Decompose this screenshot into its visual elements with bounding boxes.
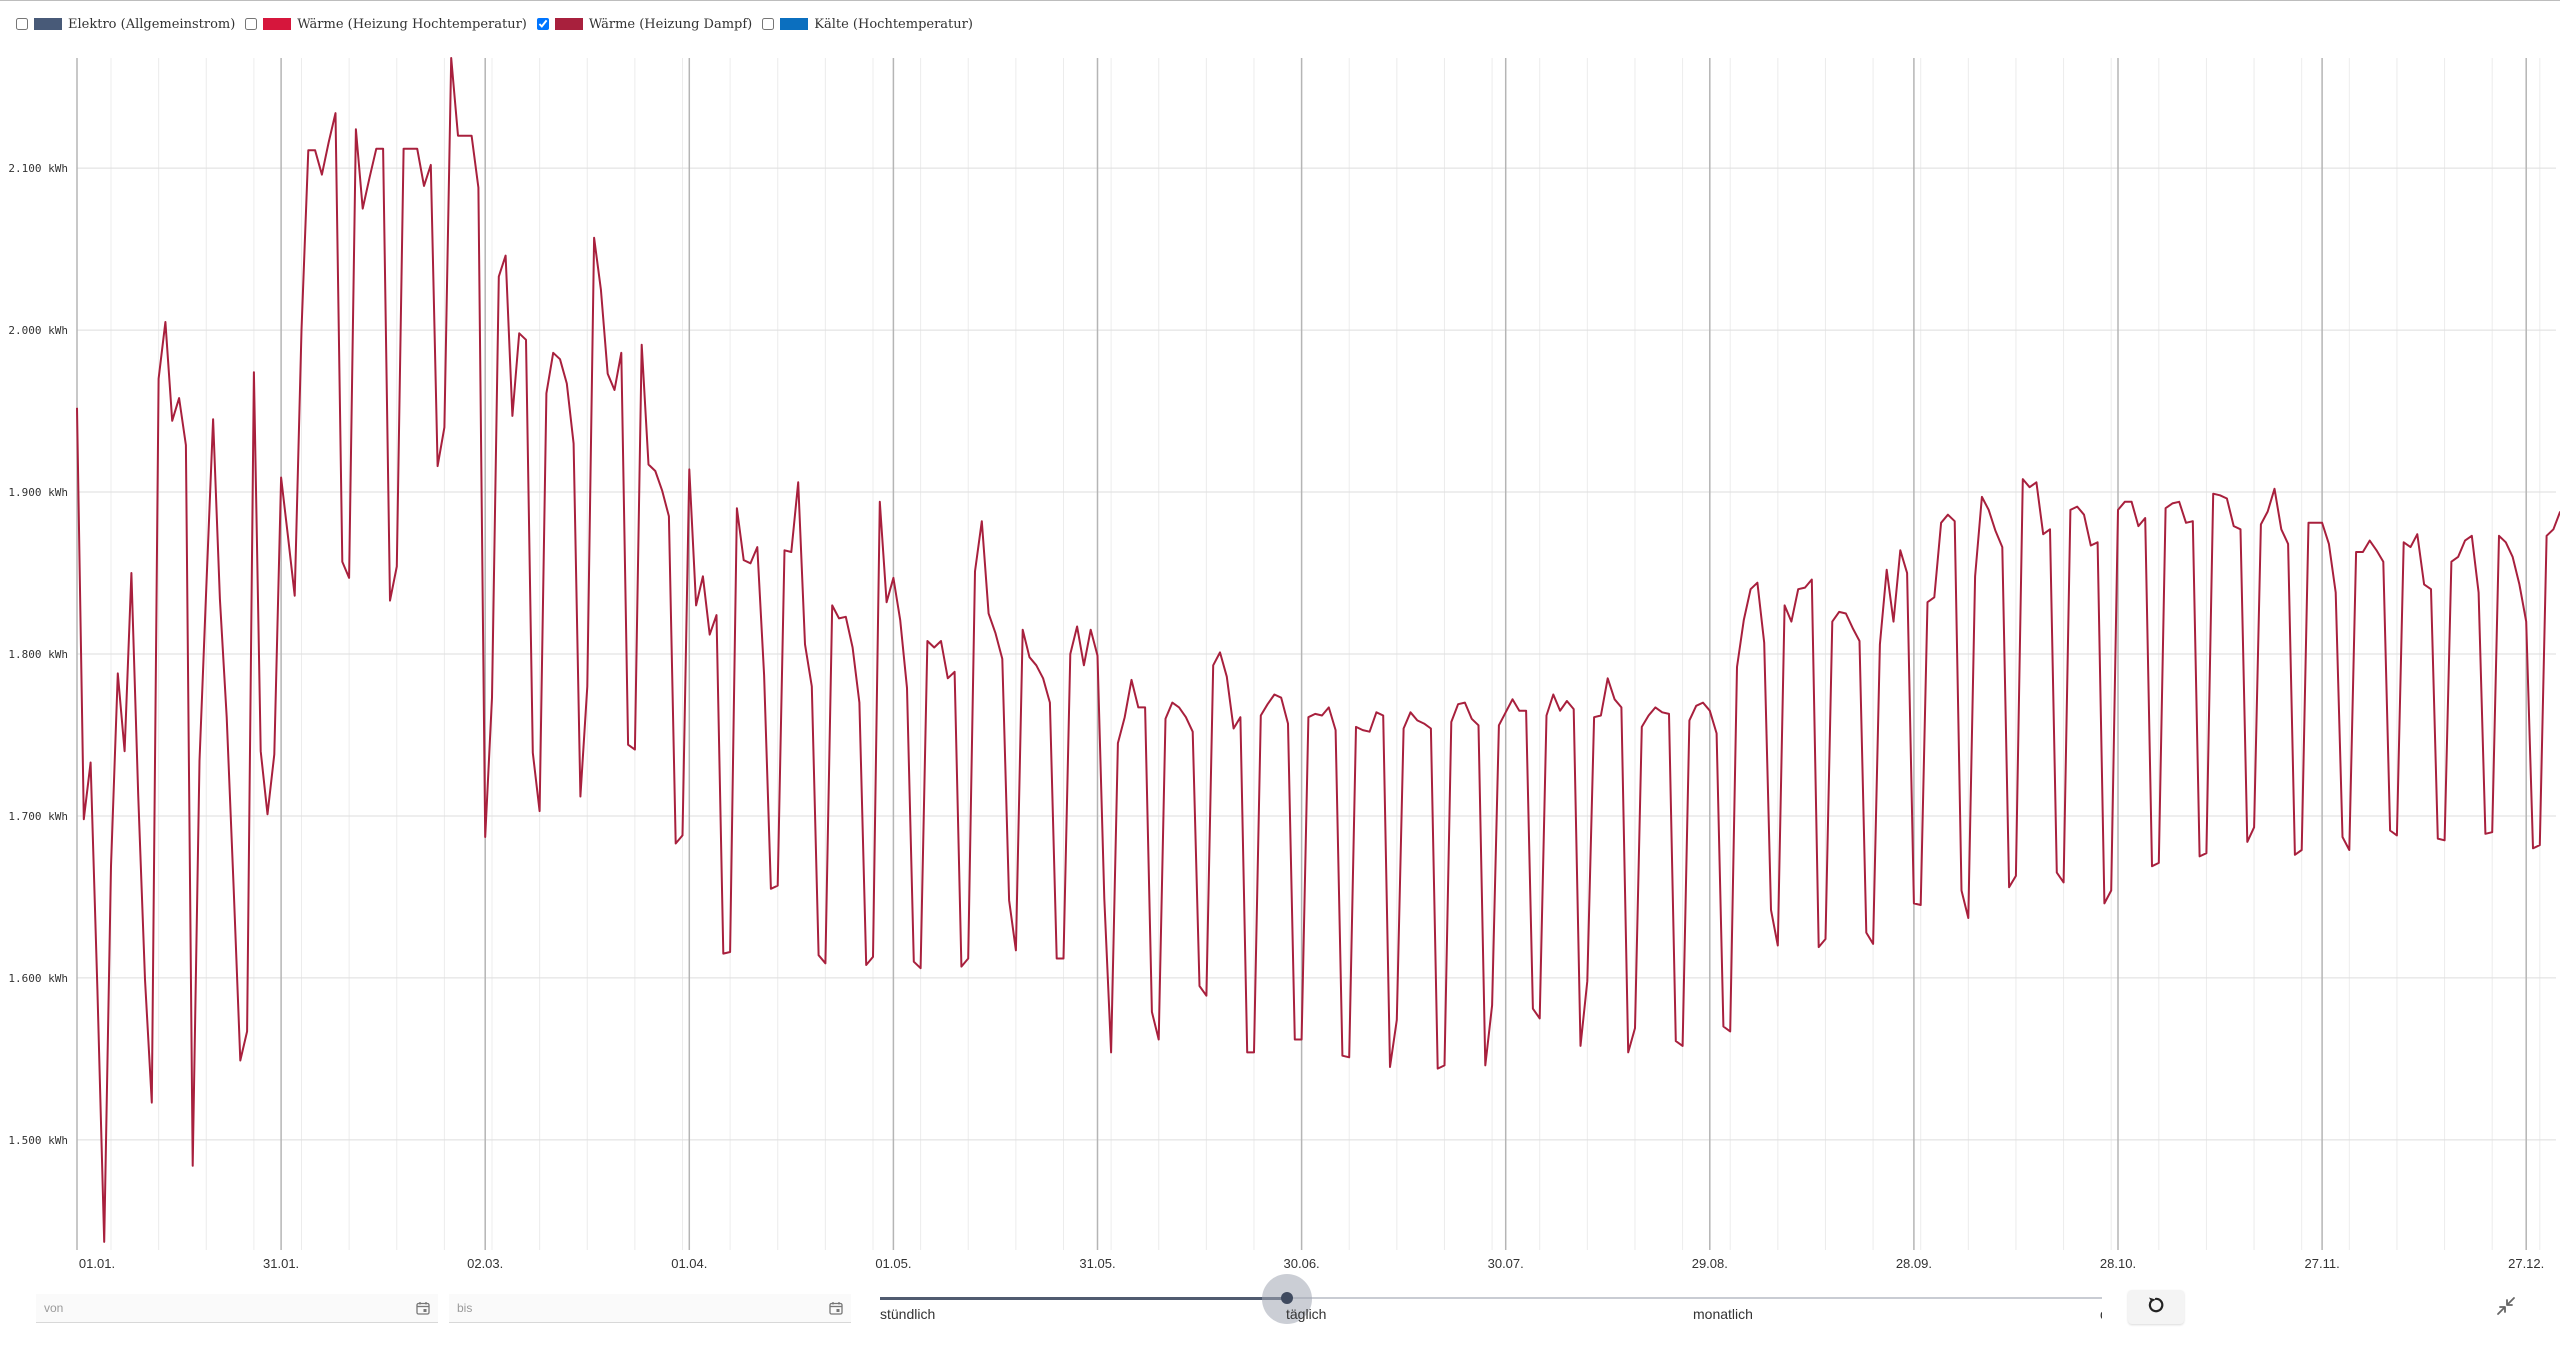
series-line-waerme-dampf bbox=[76, 57, 2560, 1243]
legend-item-kaelte[interactable]: Kälte (Hochtemperatur) bbox=[762, 17, 973, 32]
x-tick-label: 31.05. bbox=[1079, 1256, 1115, 1271]
collapse-icon bbox=[2496, 1296, 2516, 1321]
legend: Elektro (Allgemeinstrom) Wärme (Heizung … bbox=[16, 12, 983, 36]
y-tick-label: 1.600 kWh bbox=[8, 972, 68, 985]
legend-swatch-kaelte bbox=[780, 18, 809, 30]
legend-checkbox-waerme-hochtemperatur[interactable] bbox=[245, 18, 258, 30]
legend-swatch-waerme-hochtemperatur bbox=[263, 18, 292, 30]
x-tick-label: 01.01. bbox=[79, 1256, 115, 1271]
y-tick-label: 2.000 kWh bbox=[8, 324, 68, 337]
reset-icon bbox=[2146, 1295, 2166, 1320]
legend-item-elektro[interactable]: Elektro (Allgemeinstrom) bbox=[16, 17, 235, 32]
y-tick-label: 1.800 kWh bbox=[8, 648, 68, 661]
collapse-button[interactable] bbox=[2494, 1296, 2518, 1320]
x-tick-label: 01.04. bbox=[671, 1256, 707, 1271]
x-tick-label: 28.09. bbox=[1896, 1256, 1932, 1271]
legend-label-waerme-hochtemperatur: Wärme (Heizung Hochtemperatur) bbox=[297, 16, 527, 32]
x-tick-label: 30.06. bbox=[1284, 1256, 1320, 1271]
legend-label-waerme-dampf: Wärme (Heizung Dampf) bbox=[588, 16, 753, 32]
x-tick-label: 30.07. bbox=[1488, 1256, 1524, 1271]
x-tick-label: 28.10. bbox=[2100, 1256, 2136, 1271]
date-from-field[interactable] bbox=[36, 1294, 438, 1323]
x-tick-label: 01.05. bbox=[875, 1256, 911, 1271]
chart-area: 1.500 kWh 1.600 kWh 1.700 kWh 1.800 kWh 1.90… bbox=[8, 57, 2560, 1271]
y-tick-label: 1.500 kWh bbox=[8, 1134, 68, 1147]
slider-fill bbox=[880, 1297, 1287, 1300]
date-to-input[interactable] bbox=[449, 1300, 827, 1316]
legend-checkbox-elektro[interactable] bbox=[16, 18, 28, 30]
x-tick-label: 02.03. bbox=[467, 1256, 503, 1271]
label-layer: 1.500 kWh 1.600 kWh 1.700 kWh 1.800 kWh 1.90… bbox=[8, 162, 2544, 1271]
slider-label-quartalsweise[interactable]: quartalsweise bbox=[2100, 1306, 2102, 1322]
legend-item-waerme-dampf[interactable]: Wärme (Heizung Dampf) bbox=[536, 16, 753, 32]
slider-knob[interactable] bbox=[1280, 1292, 1293, 1304]
legend-label-kaelte: Kälte (Hochtemperatur) bbox=[814, 16, 973, 32]
grid-layer bbox=[77, 58, 2556, 1250]
legend-swatch-elektro bbox=[34, 18, 62, 30]
x-tick-label: 27.12. bbox=[2508, 1256, 2544, 1271]
legend-swatch-waerme-dampf bbox=[554, 18, 583, 30]
x-tick-label: 27.11. bbox=[2305, 1256, 2340, 1271]
reset-button[interactable] bbox=[2128, 1290, 2184, 1324]
legend-item-waerme-hochtemperatur[interactable]: Wärme (Heizung Hochtemperatur) bbox=[245, 17, 527, 32]
slider-label-monatlich[interactable]: monatlich bbox=[1693, 1306, 1753, 1322]
top-border bbox=[0, 0, 2560, 1]
date-from-input[interactable] bbox=[36, 1300, 414, 1316]
legend-checkbox-waerme-dampf[interactable] bbox=[536, 18, 549, 30]
calendar-icon[interactable] bbox=[414, 1299, 432, 1317]
date-to-field[interactable] bbox=[449, 1294, 851, 1323]
slider-label-area: stündlich täglich monatlich quartalsweis… bbox=[880, 1292, 2102, 1332]
y-tick-label: 1.900 kWh bbox=[8, 486, 68, 499]
resolution-slider[interactable]: stündlich täglich monatlich quartalsweis… bbox=[880, 1274, 2102, 1324]
legend-label-elektro: Elektro (Allgemeinstrom) bbox=[68, 16, 236, 32]
y-tick-label: 2.100 kWh bbox=[8, 162, 68, 175]
calendar-icon[interactable] bbox=[827, 1299, 845, 1317]
slider-label-stuendlich[interactable]: stündlich bbox=[880, 1306, 936, 1322]
x-tick-label: 31.01. bbox=[263, 1256, 299, 1271]
slider-track[interactable] bbox=[880, 1297, 2102, 1299]
y-tick-label: 1.700 kWh bbox=[8, 810, 68, 823]
slider-label-taeglich[interactable]: täglich bbox=[1286, 1306, 1327, 1322]
x-tick-label: 29.08. bbox=[1692, 1256, 1728, 1271]
legend-checkbox-kaelte[interactable] bbox=[762, 18, 775, 30]
